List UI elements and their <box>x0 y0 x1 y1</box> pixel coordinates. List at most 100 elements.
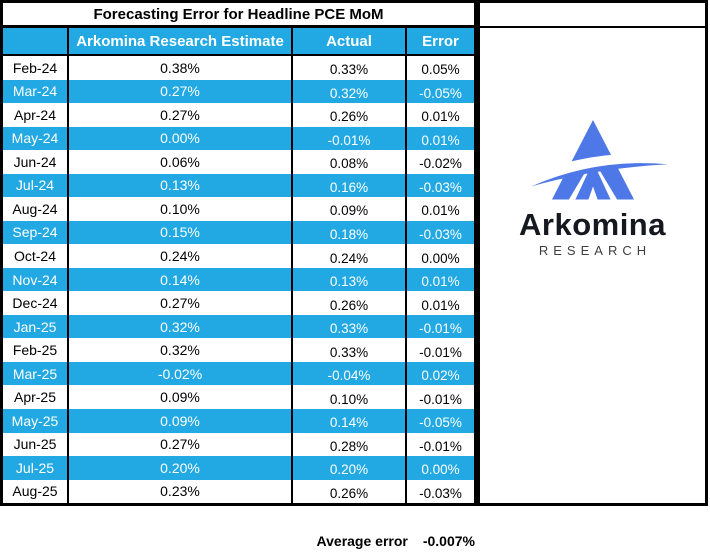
error-cell: 0.01% <box>421 297 460 313</box>
actual-cell: 0.33% <box>293 314 407 339</box>
month-cell: Apr-24 <box>3 103 69 127</box>
header-error-cell: Error <box>422 32 459 50</box>
table-body: Feb-24 0.38% 0.33% 0.05% Mar-24 0.27% 0.… <box>3 56 474 504</box>
error-cell: 0.00% <box>421 462 460 478</box>
table-row: Feb-24 0.38% 0.33% 0.05% <box>3 56 474 80</box>
average-error-value: -0.007% <box>422 533 475 549</box>
estimate-cell: 0.10% <box>69 197 293 221</box>
error-cell: 0.01% <box>421 274 460 290</box>
header-month-cell <box>3 28 69 54</box>
error-cell: -0.01% <box>419 438 462 454</box>
table-row: Sep-24 0.15% 0.18% -0.03% <box>3 220 474 245</box>
table-row: Jun-24 0.06% 0.08% -0.02% <box>3 150 474 174</box>
arkomina-logo: Arkomina RESEARCH <box>480 120 705 257</box>
table-row: Jul-25 0.20% 0.20% 0.00% <box>3 456 474 480</box>
table-row: Apr-25 0.09% 0.10% -0.01% <box>3 385 474 409</box>
estimate-cell: 0.23% <box>69 479 293 504</box>
month-cell: Jul-24 <box>3 173 69 198</box>
estimate-cell: 0.15% <box>69 220 293 245</box>
table-header-row: Arkomina Research Estimate Actual Error <box>3 28 474 56</box>
brand-name: Arkomina <box>519 207 666 242</box>
estimate-cell: 0.38% <box>69 56 293 80</box>
actual-cell: -0.04% <box>293 361 407 386</box>
month-cell: Jul-25 <box>3 456 69 480</box>
logo-panel: Arkomina RESEARCH <box>477 0 708 506</box>
estimate-cell: 0.09% <box>69 385 293 409</box>
estimate-cell: 0.06% <box>69 150 293 174</box>
actual-cell: 0.26% <box>293 103 407 127</box>
actual-cell: 0.10% <box>293 385 407 409</box>
table-row: Aug-25 0.23% 0.26% -0.03% <box>3 479 474 504</box>
error-cell: 0.02% <box>421 368 460 384</box>
estimate-cell: 0.09% <box>69 408 293 433</box>
actual-cell: 0.18% <box>293 220 407 245</box>
table-row: Jul-24 0.13% 0.16% -0.03% <box>3 173 474 198</box>
month-cell: Nov-24 <box>3 267 69 292</box>
error-cell: 0.00% <box>421 250 460 266</box>
table-row: Aug-24 0.10% 0.09% 0.01% <box>3 197 474 221</box>
error-cell: -0.01% <box>419 344 462 360</box>
header-estimate-cell: Arkomina Research Estimate <box>69 28 293 54</box>
actual-cell: 0.32% <box>293 79 407 104</box>
actual-cell: 0.24% <box>293 244 407 268</box>
average-error-label: Average error <box>316 533 408 549</box>
estimate-cell: 0.14% <box>69 267 293 292</box>
table-row: Nov-24 0.14% 0.13% 0.01% <box>3 267 474 292</box>
error-cell: -0.03% <box>419 179 462 195</box>
estimate-cell: 0.20% <box>69 456 293 480</box>
estimate-cell: 0.27% <box>69 103 293 127</box>
month-cell: Jan-25 <box>3 314 69 339</box>
error-cell: 0.01% <box>421 203 460 219</box>
average-error-row: Average error -0.007% <box>0 533 475 549</box>
actual-cell: 0.33% <box>293 56 407 80</box>
actual-cell: 0.16% <box>293 173 407 198</box>
table-row: Mar-25 -0.02% -0.04% 0.02% <box>3 361 474 386</box>
error-cell: -0.01% <box>419 321 462 337</box>
estimate-cell: 0.00% <box>69 126 293 151</box>
actual-cell: 0.13% <box>293 267 407 292</box>
actual-cell: 0.09% <box>293 197 407 221</box>
month-cell: May-25 <box>3 408 69 433</box>
table-row: May-24 0.00% -0.01% 0.01% <box>3 126 474 151</box>
actual-cell: 0.14% <box>293 408 407 433</box>
table-row: Oct-24 0.24% 0.24% 0.00% <box>3 244 474 268</box>
error-cell: -0.03% <box>419 485 462 501</box>
table-row: Jan-25 0.32% 0.33% -0.01% <box>3 314 474 339</box>
table-row: Apr-24 0.27% 0.26% 0.01% <box>3 103 474 127</box>
arkomina-a-swoosh-icon <box>521 120 668 200</box>
estimate-cell: 0.32% <box>69 338 293 362</box>
actual-cell: 0.26% <box>293 479 407 504</box>
estimate-cell: -0.02% <box>69 361 293 386</box>
month-cell: Feb-25 <box>3 338 69 362</box>
table-row: Dec-24 0.27% 0.26% 0.01% <box>3 291 474 315</box>
estimate-cell: 0.27% <box>69 291 293 315</box>
month-cell: Apr-25 <box>3 385 69 409</box>
estimate-cell: 0.13% <box>69 173 293 198</box>
actual-cell: 0.33% <box>293 338 407 362</box>
error-cell: -0.02% <box>419 156 462 172</box>
month-cell: Sep-24 <box>3 220 69 245</box>
month-cell: Feb-24 <box>3 56 69 80</box>
error-cell: -0.05% <box>419 415 462 431</box>
error-cell: -0.05% <box>419 85 462 101</box>
table-row: Jun-25 0.27% 0.28% -0.01% <box>3 432 474 457</box>
month-cell: Mar-25 <box>3 361 69 386</box>
logo-panel-top-strip <box>480 3 705 28</box>
month-cell: Oct-24 <box>3 244 69 268</box>
month-cell: Jun-24 <box>3 150 69 174</box>
actual-cell: 0.08% <box>293 150 407 174</box>
table-row: May-25 0.09% 0.14% -0.05% <box>3 408 474 433</box>
forecast-error-table: Forecasting Error for Headline PCE MoM A… <box>0 0 477 506</box>
month-cell: Aug-24 <box>3 197 69 221</box>
table-row: Mar-24 0.27% 0.32% -0.05% <box>3 79 474 104</box>
month-cell: Dec-24 <box>3 291 69 315</box>
error-cell: 0.05% <box>421 62 460 78</box>
estimate-cell: 0.24% <box>69 244 293 268</box>
month-cell: May-24 <box>3 126 69 151</box>
brand-subtitle: RESEARCH <box>538 243 652 258</box>
estimate-cell: 0.27% <box>69 79 293 104</box>
estimate-cell: 0.32% <box>69 314 293 339</box>
actual-cell: 0.26% <box>293 291 407 315</box>
error-cell: 0.01% <box>421 109 460 125</box>
